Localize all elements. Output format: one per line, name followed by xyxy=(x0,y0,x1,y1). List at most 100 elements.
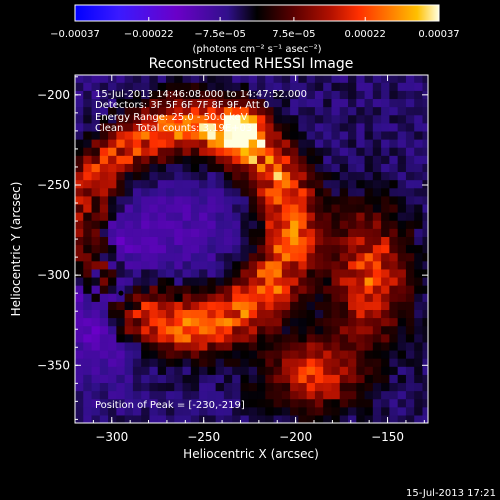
heatmap-cell xyxy=(190,179,200,189)
heatmap-cell xyxy=(199,147,208,156)
heatmap-cell xyxy=(240,390,250,400)
heatmap-cell xyxy=(215,358,225,367)
heatmap-cell xyxy=(257,414,266,423)
heatmap-cell xyxy=(141,374,151,384)
heatmap-cell xyxy=(190,244,200,254)
heatmap-cell xyxy=(215,155,225,164)
heatmap-cell xyxy=(273,122,283,132)
heatmap-cell xyxy=(314,122,324,132)
heatmap-cell xyxy=(372,139,382,148)
heatmap-cell xyxy=(248,285,258,294)
heatmap-cell xyxy=(422,317,428,327)
heatmap-cell xyxy=(265,155,275,164)
heatmap-cell xyxy=(290,114,299,124)
heatmap-cell xyxy=(331,390,341,400)
heatmap-cell xyxy=(273,106,283,116)
heatmap-cell xyxy=(207,236,217,246)
heatmap-cell xyxy=(91,366,101,375)
heatmap-cell xyxy=(364,317,374,327)
heatmap-cell xyxy=(199,114,208,124)
heatmap-cell xyxy=(397,139,407,148)
heatmap-cell xyxy=(273,276,283,286)
heatmap-cell xyxy=(257,139,266,148)
heatmap-cell xyxy=(199,325,208,335)
heatmap-cell xyxy=(223,122,233,132)
heatmap-cell xyxy=(215,293,225,302)
heatmap-cell xyxy=(108,236,117,246)
heatmap-cell xyxy=(75,382,84,392)
heatmap-cell xyxy=(116,244,126,254)
heatmap-cell xyxy=(240,349,250,359)
heatmap-cell xyxy=(182,163,192,173)
heatmap-cell xyxy=(182,268,192,278)
heatmap-cell xyxy=(108,171,117,181)
heatmap-cell xyxy=(348,309,357,319)
heatmap-cell xyxy=(108,244,117,254)
heatmap-cell xyxy=(190,349,200,359)
heatmap-cell xyxy=(240,260,250,270)
heatmap-cell xyxy=(323,163,333,173)
heatmap-cell xyxy=(265,260,275,270)
heatmap-cell xyxy=(141,122,151,132)
heatmap-cell xyxy=(348,187,357,197)
heatmap-cell xyxy=(149,333,159,343)
heatmap-cell xyxy=(314,187,324,197)
heatmap-cell xyxy=(348,236,357,246)
heatmap-cell xyxy=(83,366,93,375)
heatmap-cell xyxy=(182,309,192,319)
heatmap-cell xyxy=(99,163,109,173)
heatmap-cell xyxy=(240,358,250,367)
heatmap-cell xyxy=(389,179,399,189)
heatmap-cell xyxy=(331,220,341,229)
heatmap-cell xyxy=(257,333,266,343)
heatmap-cell xyxy=(314,374,324,384)
heatmap-cell xyxy=(190,252,200,262)
heatmap-cell xyxy=(381,276,390,286)
heatmap-cell xyxy=(116,268,126,278)
heatmap-cell xyxy=(348,390,357,400)
heatmap-cell xyxy=(257,276,266,286)
heatmap-cell xyxy=(397,406,407,416)
heatmap-cell xyxy=(132,82,142,91)
heatmap-cell xyxy=(273,163,283,173)
heatmap-cell xyxy=(166,301,175,310)
heatmap-cell xyxy=(116,236,126,246)
heatmap-cell xyxy=(314,301,324,310)
heatmap-cell xyxy=(132,252,142,262)
heatmap-cell xyxy=(199,228,208,237)
heatmap-cell xyxy=(381,268,390,278)
heatmap-cell xyxy=(405,317,415,327)
heatmap-cell xyxy=(215,106,225,116)
heatmap-cell xyxy=(116,366,126,375)
footer-timestamp: 15-Jul-2013 17:21 xyxy=(406,488,496,499)
heatmap-cell xyxy=(356,293,366,302)
heatmap-cell xyxy=(331,75,341,83)
heatmap-cell xyxy=(182,382,192,392)
heatmap-cell xyxy=(356,260,366,270)
heatmap-cell xyxy=(331,349,341,359)
heatmap-cell xyxy=(306,349,316,359)
heatmap-cell xyxy=(281,244,291,254)
heatmap-cell xyxy=(91,260,101,270)
heatmap-cell xyxy=(273,130,283,140)
heatmap-cell xyxy=(108,82,117,91)
heatmap-cell xyxy=(273,358,283,367)
heatmap-cell xyxy=(199,398,208,408)
heatmap-cell xyxy=(108,195,117,205)
heatmap-cell xyxy=(174,163,184,173)
heatmap-cell xyxy=(339,285,349,294)
heatmap-cell xyxy=(166,212,175,221)
heatmap-cell xyxy=(190,155,200,164)
heatmap-cell xyxy=(99,98,109,108)
heatmap-cell xyxy=(108,98,117,108)
heatmap-cell xyxy=(298,268,308,278)
heatmap-cell xyxy=(348,179,357,189)
heatmap-cell xyxy=(182,236,192,246)
heatmap-cell xyxy=(116,285,126,294)
heatmap-cell xyxy=(157,75,167,83)
heatmap-cell xyxy=(182,276,192,286)
heatmap-cell xyxy=(223,252,233,262)
heatmap-cell xyxy=(240,163,250,173)
heatmap-cell xyxy=(381,82,390,91)
heatmap-cell xyxy=(83,106,93,116)
